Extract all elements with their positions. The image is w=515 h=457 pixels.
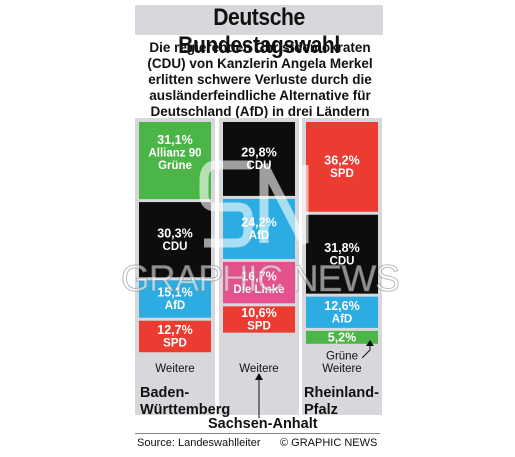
- party-label-spd: SPD: [330, 168, 354, 180]
- data-label-cdu: 30,3%: [157, 226, 192, 240]
- bar-segment-cdu: [306, 214, 378, 294]
- state-label-rheinland-pfalz: Rheinland- Pfalz: [304, 385, 379, 419]
- chart-title: Deutsche Bundestagswahl: [178, 4, 340, 59]
- party-label-cdu: CDU: [247, 160, 272, 172]
- state-label-line: Baden-: [140, 385, 190, 401]
- subtitle-line: erlitten schwere Verluste durch die: [148, 72, 372, 87]
- party-label-allianz-90-gruene: Grüne: [158, 160, 192, 172]
- data-label-gruene: 5,2%: [328, 330, 357, 344]
- party-label-cdu: CDU: [163, 241, 188, 253]
- party-label-allianz-90-gruene: Allianz 90: [148, 148, 201, 160]
- bar-segment-spd: [306, 122, 378, 212]
- data-label-spd: 12,7%: [157, 323, 192, 337]
- party-label-die-linke: Die Linke: [233, 284, 284, 296]
- credit-note: © GRAPHIC NEWS: [280, 437, 378, 449]
- party-label-spd: SPD: [247, 321, 271, 333]
- party-label-weitere: Weitere: [322, 363, 361, 375]
- title-background: [135, 5, 383, 35]
- subtitle-line: Die regierenden Christdemokraten: [149, 40, 371, 55]
- state-label-sachsen-anhalt: Sachsen-Anhalt: [208, 416, 318, 433]
- chart-subtitle: Die regierenden Christdemokraten (CDU) v…: [120, 40, 400, 120]
- data-label-spd: 36,2%: [324, 154, 359, 168]
- footer-divider: [135, 433, 380, 434]
- bar-segment-cdu: [139, 202, 211, 278]
- party-label-spd: SPD: [163, 338, 187, 350]
- subtitle-line: ausländerfeindliche Alternative für: [149, 88, 371, 103]
- state-label-line: Württemberg: [140, 402, 231, 418]
- data-label-spd: 10,6%: [241, 306, 276, 320]
- data-label-cdu: 31,8%: [324, 241, 359, 255]
- data-label-allianz-90-gruene: 31,1%: [157, 133, 192, 147]
- data-label-die-linke: 16,7%: [241, 269, 276, 283]
- state-label-line: Pfalz: [304, 402, 338, 418]
- source-note: Source: Landeswahlleiter: [137, 437, 261, 449]
- bar-segment-gruene: [306, 330, 378, 344]
- bar-segment-afd: [306, 296, 378, 328]
- party-label-afd: AfD: [165, 300, 185, 312]
- bar-segment-die-linke: [223, 261, 295, 304]
- bar-segment-allianz-90-gruene: [139, 122, 211, 200]
- gruene-pointer-head: [366, 340, 374, 346]
- state-label-line: Sachsen-Anhalt: [208, 416, 318, 432]
- party-label-weitere: Grüne: [326, 351, 358, 363]
- sachsen-anhalt-pointer-head: [255, 373, 263, 380]
- data-label-afd: 15,1%: [157, 286, 192, 300]
- bar-segment-spd: [139, 320, 211, 353]
- bar-segment-spd: [223, 306, 295, 333]
- subtitle-line: Deutschland (AfD) in drei Ländern: [150, 104, 370, 119]
- party-label-weitere: Weitere: [155, 363, 194, 375]
- state-label-line: Rheinland-: [304, 385, 379, 401]
- subtitle-line: (CDU) von Kanzlerin Angela Merkel: [147, 56, 373, 71]
- bar-segment-afd: [139, 280, 211, 318]
- bar-segment-weitere: [139, 355, 211, 382]
- party-label-afd: AfD: [332, 314, 352, 326]
- party-label-afd: AfD: [249, 230, 269, 242]
- party-label-cdu: CDU: [330, 255, 355, 267]
- data-label-afd: 24,2%: [241, 216, 276, 230]
- data-label-cdu: 29,8%: [241, 146, 276, 160]
- data-label-afd: 12,6%: [324, 299, 359, 313]
- party-label-weitere: Weitere: [239, 363, 278, 375]
- state-label-baden-wuerttemberg: Baden- Württemberg: [140, 385, 230, 419]
- bar-segment-weitere: [306, 346, 378, 382]
